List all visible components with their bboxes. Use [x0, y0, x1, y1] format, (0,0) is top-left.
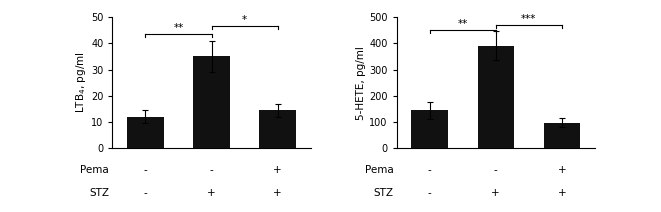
Text: **: **: [457, 19, 468, 29]
Text: +: +: [491, 188, 500, 198]
Text: Pema: Pema: [81, 165, 109, 175]
Text: +: +: [557, 165, 566, 175]
Text: Pema: Pema: [365, 165, 393, 175]
Text: STZ: STZ: [89, 188, 109, 198]
Text: +: +: [273, 188, 282, 198]
Text: -: -: [428, 188, 432, 198]
Text: **: **: [173, 23, 184, 33]
Bar: [127, 117, 164, 148]
Bar: [543, 123, 580, 148]
Text: ***: ***: [521, 14, 537, 24]
Text: +: +: [273, 165, 282, 175]
Text: -: -: [143, 188, 147, 198]
Text: +: +: [207, 188, 216, 198]
Y-axis label: 5-HETE, pg/ml: 5-HETE, pg/ml: [356, 46, 366, 120]
Bar: [193, 56, 230, 148]
Text: *: *: [242, 15, 247, 25]
Bar: [411, 110, 448, 148]
Bar: [477, 46, 514, 148]
Text: -: -: [210, 165, 214, 175]
Text: -: -: [428, 165, 432, 175]
Text: -: -: [494, 165, 498, 175]
Text: +: +: [557, 188, 566, 198]
Text: -: -: [143, 165, 147, 175]
Bar: [259, 110, 296, 148]
Y-axis label: LTB$_4$, pg/ml: LTB$_4$, pg/ml: [74, 52, 88, 113]
Text: STZ: STZ: [373, 188, 393, 198]
